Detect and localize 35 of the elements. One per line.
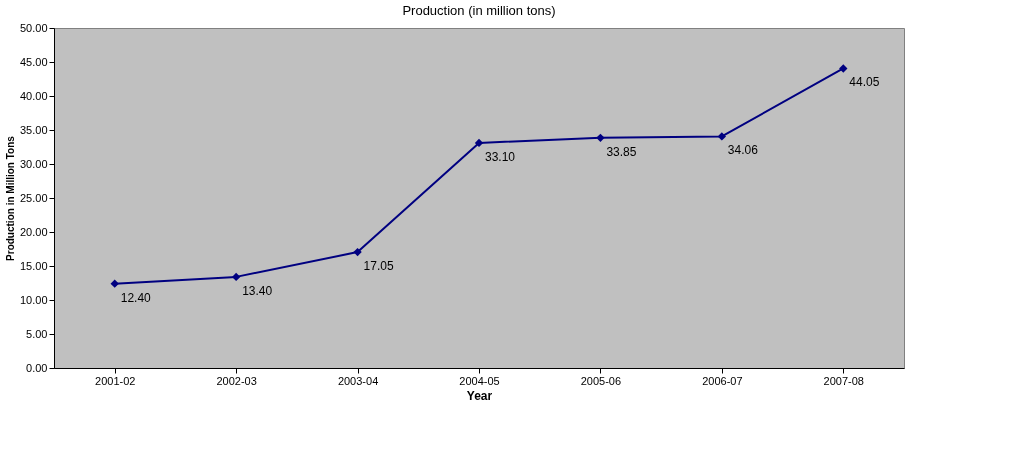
y-tick-label: 20.00 [19, 225, 48, 238]
point [231, 272, 241, 282]
data-label: 34.06 [727, 143, 759, 158]
data-label: 33.85 [606, 144, 637, 159]
data-label: 13.40 [242, 283, 273, 298]
point [110, 279, 119, 288]
x-tick-label: 2003-04 [337, 374, 379, 387]
data-label: 33.10 [485, 149, 516, 164]
point [839, 64, 848, 73]
x-tick-label: 2002-03 [216, 374, 257, 387]
y-tick-label: 10.00 [19, 293, 48, 306]
data-label: 17.05 [363, 259, 394, 274]
y-tick-label: 40.00 [19, 89, 48, 102]
y-tick-label: 50.00 [19, 21, 48, 34]
point [717, 132, 727, 141]
x-tick-label: 2004-05 [459, 374, 500, 387]
y-tick-label: 0.00 [26, 361, 48, 374]
y-axis-title: Production in Million Tons [4, 135, 16, 261]
x-axis-title: Year [466, 388, 493, 403]
point [596, 133, 605, 142]
x-tick-label: 2006-07 [702, 374, 743, 387]
data-label: 12.40 [120, 290, 152, 305]
x-tick-label: 2007-08 [823, 374, 864, 387]
data-label: 44.05 [849, 75, 880, 90]
chart-title: Production (in million tons) [402, 3, 556, 18]
point [353, 247, 362, 257]
point [474, 138, 484, 148]
y-tick-label: 25.00 [19, 191, 48, 204]
x-tick-label: 2001-02 [95, 374, 136, 387]
y-tick-label: 15.00 [19, 259, 48, 272]
y-tick-label: 45.00 [19, 55, 48, 68]
y-tick-label: 35.00 [19, 123, 48, 136]
y-tick-label: 30.00 [19, 157, 48, 170]
y-tick-label: 5.00 [26, 327, 48, 340]
x-tick-label: 2005-06 [580, 374, 622, 387]
